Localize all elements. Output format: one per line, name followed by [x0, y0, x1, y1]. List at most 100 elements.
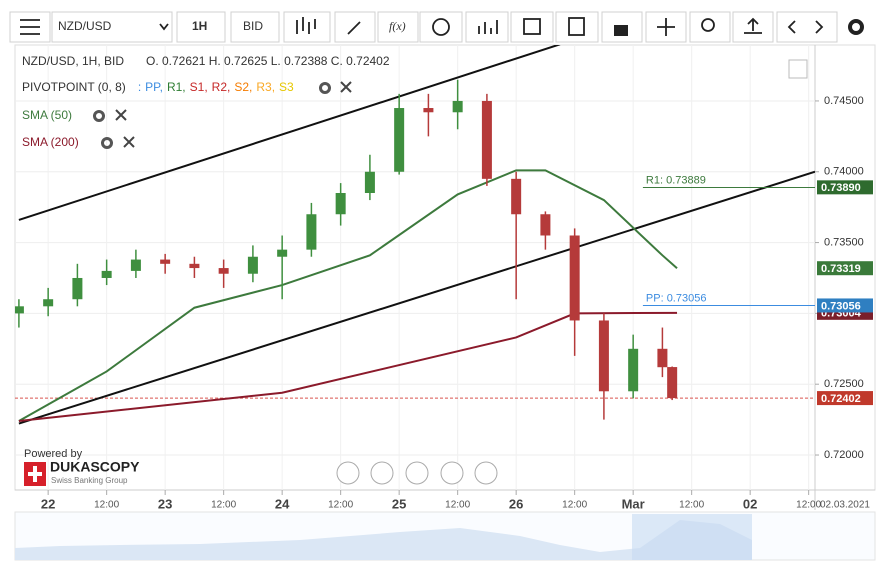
icon [701, 18, 715, 32]
pivot-legend: PIVOTPOINT (0, 8): PP, R1, S1, R2, S2, R3, S3 [22, 80, 294, 94]
price-tag [817, 180, 873, 195]
x-tick-label: 02 [743, 496, 757, 511]
price-tag-label: 0.72402 [821, 393, 861, 405]
price-tag [817, 298, 873, 313]
timeframe-button[interactable] [176, 11, 226, 43]
pivot-item: R2, [212, 80, 231, 94]
pivot-label: PP: 0.73056 [646, 292, 707, 304]
candle-body [452, 100, 463, 113]
settings-icon[interactable] [93, 110, 105, 122]
fx-button[interactable] [377, 11, 419, 43]
settings-icon[interactable] [848, 19, 864, 35]
candle-body [628, 348, 639, 392]
scroll-left[interactable] [336, 461, 360, 485]
candle-body [364, 171, 375, 194]
candle-body [394, 108, 405, 172]
price-tag [817, 391, 873, 406]
brand-name: DUKASCOPY [50, 459, 140, 475]
toolbar: NZD/USD 1H BID f(x) [9, 11, 864, 43]
reset[interactable] [405, 461, 429, 485]
dropdown-arrow [159, 23, 169, 31]
icon [568, 17, 585, 36]
y-tick-label: 0.72000 [824, 449, 864, 461]
icon [432, 18, 450, 36]
candle-body [101, 270, 112, 278]
x-tick-label: 26 [509, 496, 523, 511]
pivot-lead: : [138, 80, 141, 94]
sma-line [18, 169, 678, 422]
price-tag-label: 0.73056 [821, 300, 861, 312]
y-tick-label: 0.72500 [824, 378, 864, 390]
info-button[interactable] [419, 11, 463, 43]
sma200-legend: SMA (200) [22, 135, 79, 149]
x-tick-label: 12:00 [445, 500, 470, 511]
report-button[interactable] [555, 11, 599, 43]
logo-cross [28, 466, 42, 482]
pivot-name: PIVOTPOINT (0, 8) [22, 80, 126, 94]
tool-buttons: f(x) [283, 11, 864, 43]
zoom-button[interactable] [689, 11, 731, 43]
icon [787, 20, 824, 34]
legend: NZD/USD, 1H, BID O. 0.72621 H. 0.72625 L… [22, 54, 808, 149]
pivot-item: S2, [234, 80, 252, 94]
icon [523, 18, 541, 35]
y-tick-label: 0.73500 [824, 236, 864, 248]
icon [478, 20, 498, 34]
x-tick-label: 24 [275, 496, 290, 511]
price-tag-label: 0.73319 [821, 263, 861, 275]
chart-type-button[interactable] [283, 11, 331, 43]
scroll-right[interactable] [474, 461, 498, 485]
x-tick-label: 12:00 [679, 500, 704, 511]
x-tick-label: 12:00 [562, 500, 587, 511]
x-tick-label: 12:00 [94, 500, 119, 511]
popout-button[interactable] [788, 59, 808, 79]
close-icon[interactable] [115, 109, 127, 121]
trendline [18, 170, 815, 425]
trendline [18, 45, 561, 221]
x-tick-label: 12:00 [211, 500, 236, 511]
settings-icon[interactable] [319, 82, 331, 94]
navigator-window[interactable] [632, 514, 752, 560]
candle-body [247, 256, 258, 274]
calendar-button[interactable] [510, 11, 554, 43]
candle-body [511, 178, 522, 215]
pivot-item: R3, [256, 80, 275, 94]
zoom-in[interactable] [440, 461, 464, 485]
pivot-label: R1: 0.73889 [646, 174, 706, 186]
candle-body [43, 299, 54, 307]
nav-buttons[interactable] [776, 11, 838, 43]
bars-button[interactable] [465, 11, 509, 43]
candle-body [306, 214, 317, 250]
timeframe: 1H [192, 19, 207, 33]
navigator [14, 511, 876, 561]
axes: 0.720000.725000.730000.735000.740000.745… [41, 95, 873, 511]
sma50-legend: SMA (50) [22, 108, 72, 122]
navigator-area [15, 520, 752, 560]
lock-button[interactable] [601, 11, 643, 43]
menu-icon [20, 19, 40, 35]
candle-body [423, 108, 434, 113]
pivot-item: PP, [145, 80, 163, 94]
sma-line [18, 311, 678, 423]
zoom-out[interactable] [370, 461, 394, 485]
fx-label: f(x) [389, 19, 406, 33]
candle-body [481, 100, 492, 179]
symbol: NZD/USD [58, 19, 112, 33]
candle-body [72, 277, 83, 300]
icon [347, 21, 361, 35]
candle-body [160, 259, 171, 264]
price-tag [817, 261, 873, 276]
brand-tagline: Swiss Banking Group [51, 476, 128, 485]
close-icon[interactable] [123, 136, 135, 148]
candle-body [569, 235, 580, 321]
side-button[interactable] [230, 11, 280, 43]
pivot-item: S1, [190, 80, 208, 94]
close-icon[interactable] [340, 81, 352, 93]
settings-icon[interactable] [101, 137, 113, 149]
candle-body [540, 214, 551, 236]
candle-body [277, 249, 288, 257]
pivot-item: R1, [167, 80, 186, 94]
symbol-box[interactable] [51, 11, 173, 43]
